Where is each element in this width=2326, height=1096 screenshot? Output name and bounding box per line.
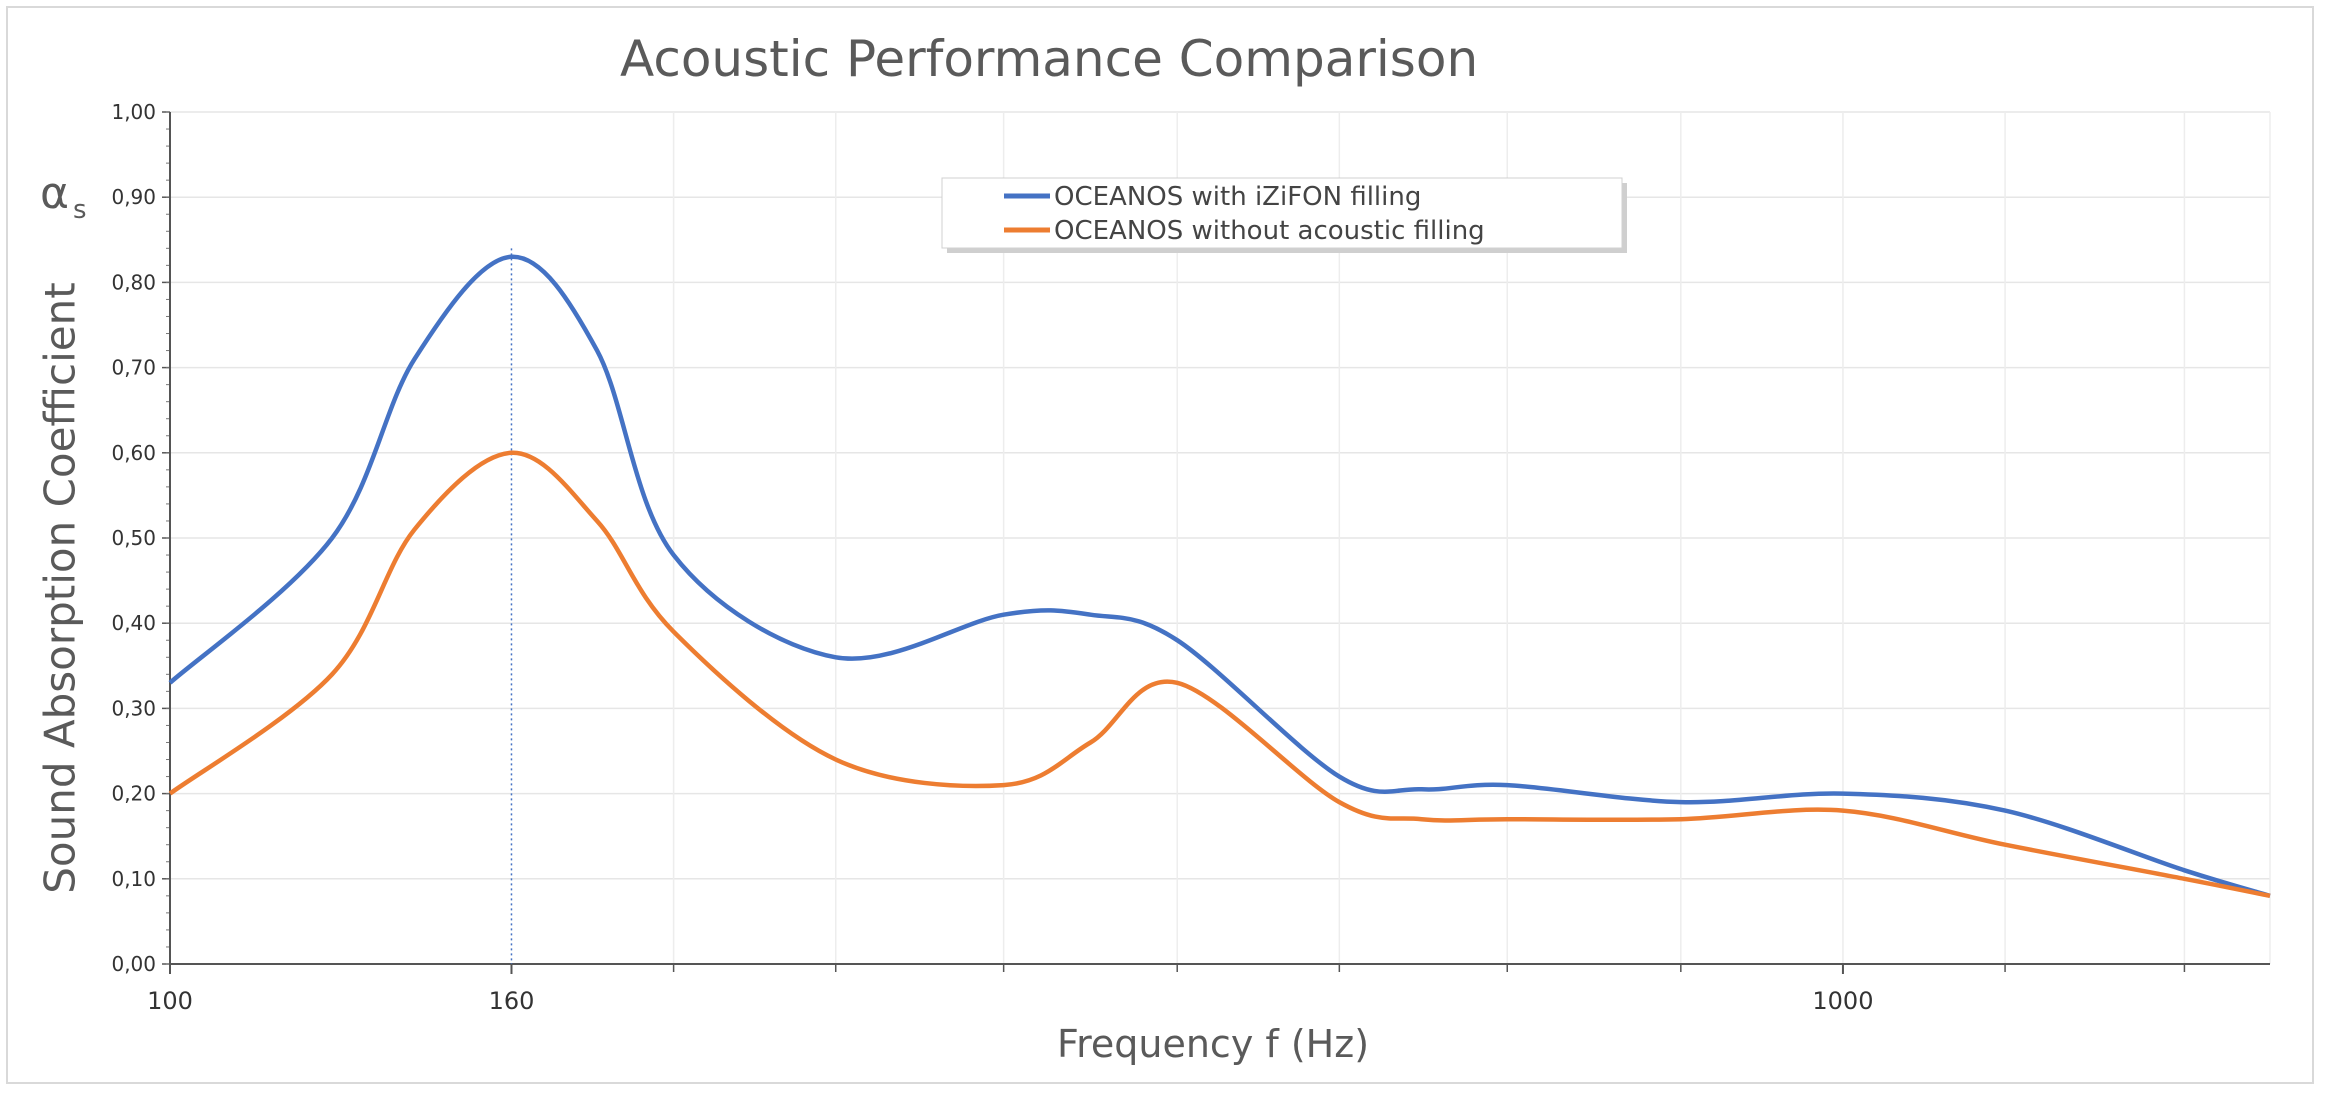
alpha-letter: α (40, 168, 70, 219)
y-tick-label: 0,80 (111, 270, 156, 294)
legend-box (941, 177, 1623, 249)
series-line-1 (168, 254, 2271, 898)
legend-label: OCEANOS with iZiFON filling (1054, 182, 1421, 212)
x-tick-label: 100 (147, 987, 193, 1015)
y-tick-label: 0,60 (111, 441, 156, 465)
chart-title: Acoustic Performance Comparison (620, 30, 1479, 88)
x-tick-label: 160 (489, 987, 535, 1015)
y-tick-label: 0,10 (111, 867, 156, 891)
y-tick-label: 0,00 (111, 952, 156, 976)
y-tick-label: 0,90 (111, 185, 156, 209)
x-axis-title: Frequency f (Hz) (1057, 1022, 1370, 1066)
y-tick-label: 0,20 (111, 782, 156, 806)
y-tick-label: 0,30 (111, 696, 156, 720)
legend-label: OCEANOS without acoustic filling (1054, 216, 1485, 246)
alpha-subscript: s (73, 194, 87, 225)
y-tick-label: 1,00 (111, 100, 156, 124)
x-tick-label: 1000 (1812, 987, 1873, 1015)
y-tick-label: 0,70 (111, 356, 156, 380)
chart-frame (6, 6, 2314, 1084)
series-line-2 (168, 450, 2271, 899)
y-tick-label: 0,50 (111, 526, 156, 550)
y-tick-label: 0,40 (111, 611, 156, 635)
